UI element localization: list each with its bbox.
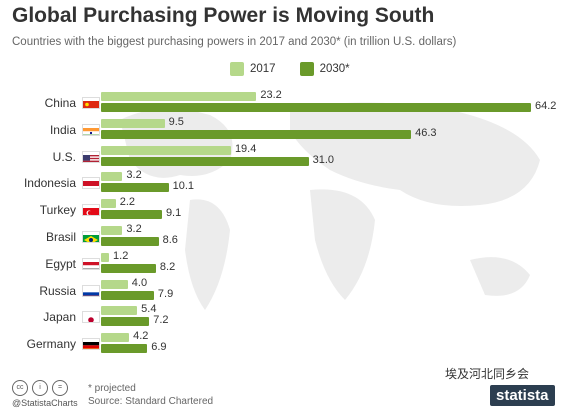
bar-brasil-2017 [101, 226, 123, 235]
country-row-indonesia: Indonesia [0, 173, 100, 193]
legend-swatch-2030 [299, 62, 314, 76]
value-label-egypt-2017: 1.2 [113, 249, 129, 262]
value-label-brasil-2017: 3.2 [126, 223, 142, 235]
us-flag-icon [82, 150, 100, 163]
footer-credit-block: cc i = @StatistaCharts [12, 380, 78, 408]
legend-label-2017: 2017 [250, 63, 276, 75]
cc-license-icons: cc i = [12, 380, 78, 396]
country-row-turkey: Turkey [0, 200, 100, 220]
value-label-indonesia-2030: 10.1 [172, 180, 195, 193]
value-label-indonesia-2017: 3.2 [126, 169, 142, 182]
category-label-china: China [44, 96, 76, 110]
bar-us-2017 [101, 145, 231, 155]
value-label-russia-2017: 4.0 [131, 276, 148, 289]
chart-subtitle: Countries with the biggest purchasing po… [12, 36, 457, 48]
value-label-us-2017: 19.4 [234, 142, 257, 155]
value-label-russia-2030: 7.9 [157, 287, 174, 300]
value-label-germany-2017: 4.2 [133, 330, 149, 343]
bar-russia-2017 [101, 279, 128, 289]
indonesia-flag-icon [82, 177, 100, 190]
russia-flag-icon [82, 284, 100, 297]
bar-egypt-2030 [101, 263, 156, 273]
value-label-japan-2017: 5.4 [141, 303, 157, 316]
country-row-egypt: Egypt [0, 254, 100, 274]
bar-china-2030 [101, 103, 531, 112]
bar-indonesia-2017 [101, 172, 123, 182]
category-label-russia: Russia [39, 283, 76, 298]
value-label-india-2017: 9.5 [168, 115, 184, 128]
bar-india-2017 [101, 118, 165, 128]
value-label-china-2030: 64.2 [535, 100, 557, 112]
category-label-japan: Japan [43, 310, 76, 325]
germany-flag-icon [82, 338, 100, 351]
category-label-us: U.S. [52, 149, 76, 164]
bar-turkey-2017 [101, 199, 116, 209]
footer-notes: * projected Source: Standard Chartered [88, 382, 213, 408]
bar-russia-2030 [101, 290, 154, 300]
value-label-germany-2030: 6.9 [151, 341, 167, 354]
bar-turkey-2030 [101, 210, 162, 220]
cc-icon: cc [12, 380, 28, 396]
value-label-turkey-2030: 9.1 [165, 207, 182, 220]
chart-title: Global Purchasing Power is Moving South [12, 4, 435, 27]
bar-us-2030 [101, 156, 309, 166]
country-row-germany: Germany [0, 334, 100, 354]
value-label-turkey-2017: 2.2 [119, 196, 136, 209]
value-label-japan-2030: 7.2 [153, 314, 169, 327]
category-label-brasil: Brasil [45, 230, 76, 244]
attribution-icon: i [32, 380, 48, 396]
bar-germany-2017 [101, 333, 130, 343]
country-row-russia: Russia [0, 281, 100, 301]
japan-flag-icon [82, 311, 100, 324]
bar-japan-2017 [101, 306, 138, 316]
category-label-india: India [49, 122, 76, 137]
china-flag-icon [82, 97, 100, 109]
bar-brasil-2030 [101, 237, 159, 246]
country-row-japan: Japan [0, 307, 100, 327]
legend: 2017 2030* [230, 62, 350, 76]
legend-label-2030: 2030* [319, 63, 350, 75]
value-label-brasil-2030: 8.6 [162, 234, 178, 246]
bar-india-2030 [101, 129, 412, 139]
brasil-flag-icon [82, 231, 100, 243]
nd-icon: = [52, 380, 68, 396]
category-label-germany: Germany [26, 337, 76, 352]
category-label-turkey: Turkey [39, 203, 76, 218]
bar-japan-2030 [101, 317, 150, 327]
footer-credit: @StatistaCharts [12, 398, 78, 408]
country-row-india: India [0, 120, 100, 140]
value-label-india-2030: 46.3 [415, 126, 437, 139]
category-label-egypt: Egypt [45, 256, 76, 271]
egypt-flag-icon [82, 257, 100, 270]
value-label-egypt-2030: 8.2 [159, 260, 176, 273]
country-row-china: China [0, 93, 100, 113]
footer-note: * projected [88, 383, 136, 394]
bar-egypt-2017 [101, 252, 110, 262]
country-row-us: U.S. [0, 147, 100, 167]
legend-item-2030: 2030* [299, 62, 350, 76]
bar-china-2017 [101, 92, 257, 101]
bar-indonesia-2030 [101, 183, 169, 193]
turkey-flag-icon [82, 204, 100, 217]
value-label-china-2017: 23.2 [260, 89, 282, 101]
legend-item-2017: 2017 [230, 62, 276, 76]
statista-logo: statista [490, 385, 555, 406]
country-row-brasil: Brasil [0, 227, 100, 247]
value-label-us-2030: 31.0 [312, 153, 335, 166]
legend-swatch-2017 [230, 62, 244, 76]
watermark-text: 埃及河北同乡会 [445, 367, 530, 381]
category-label-indonesia: Indonesia [23, 176, 76, 191]
footer-source: Source: Standard Chartered [88, 396, 214, 407]
bar-germany-2030 [101, 344, 148, 354]
india-flag-icon [82, 123, 100, 136]
